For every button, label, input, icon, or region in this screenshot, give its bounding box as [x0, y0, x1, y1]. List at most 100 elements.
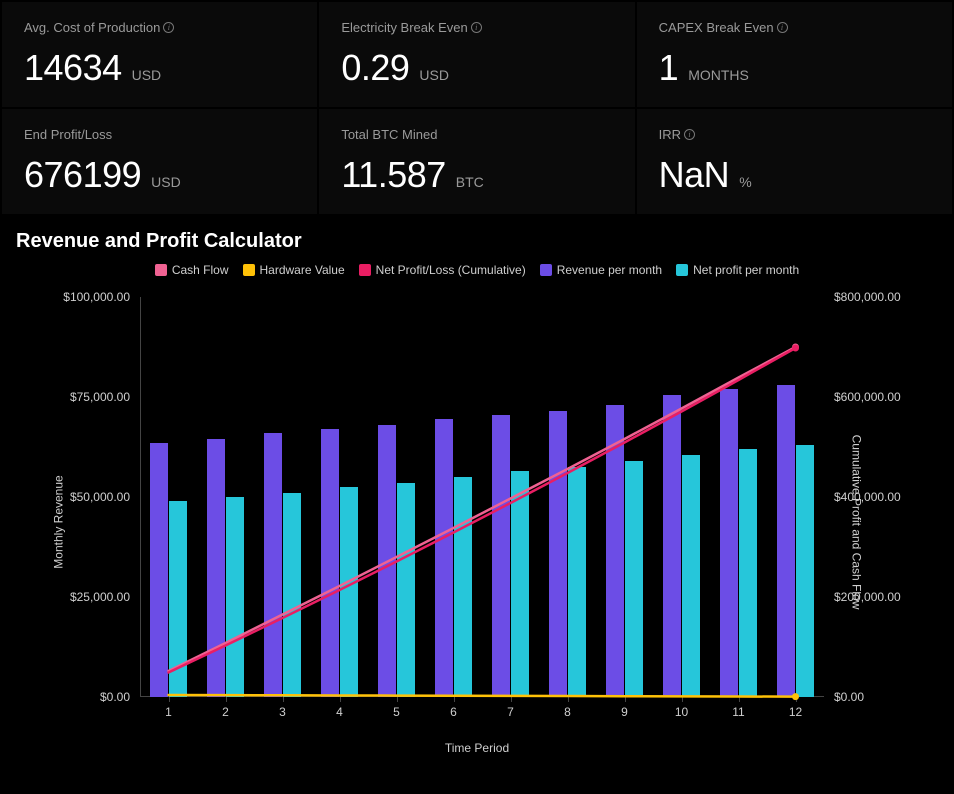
legend-swatch	[243, 264, 255, 276]
metric-value-row: 0.29 USD	[341, 47, 612, 89]
axis-line	[682, 697, 683, 702]
axis-line	[397, 697, 398, 702]
y-left-axis-label: Monthly Revenue	[52, 475, 66, 568]
legend-item[interactable]: Net profit per month	[676, 263, 799, 277]
metric-label: IRRi	[659, 127, 930, 142]
x-tick: 9	[621, 705, 628, 719]
metric-card: CAPEX Break Eveni 1 MONTHS	[637, 2, 952, 107]
metric-label: End Profit/Loss	[24, 127, 295, 142]
legend-label: Revenue per month	[557, 263, 662, 277]
metric-value-row: 11.587 BTC	[341, 154, 612, 196]
metric-label-text: End Profit/Loss	[24, 127, 112, 142]
y-left-tick: $100,000.00	[63, 290, 130, 304]
metric-label-text: IRR	[659, 127, 681, 142]
metric-card: Total BTC Mined 11.587 BTC	[319, 109, 634, 214]
info-icon[interactable]: i	[471, 22, 482, 33]
info-icon[interactable]: i	[163, 22, 174, 33]
chart-section: Revenue and Profit Calculator Cash Flow H…	[0, 216, 954, 767]
metric-value-row: 676199 USD	[24, 154, 295, 196]
y-left-tick: $75,000.00	[70, 390, 130, 404]
legend-swatch	[676, 264, 688, 276]
x-tick: 6	[450, 705, 457, 719]
metric-card: Electricity Break Even i 0.29 USD	[319, 2, 634, 107]
line-end-hardware	[792, 693, 799, 700]
metric-label-text: CAPEX Break Even	[659, 20, 774, 35]
chart-title: Revenue and Profit Calculator	[10, 230, 944, 263]
x-tick: 8	[564, 705, 571, 719]
metric-unit: USD	[132, 67, 162, 83]
y-right-tick: $600,000.00	[834, 390, 901, 404]
x-tick: 7	[507, 705, 514, 719]
y-right-tick: $800,000.00	[834, 290, 901, 304]
metric-value: 14634	[24, 47, 122, 89]
legend-item[interactable]: Cash Flow	[155, 263, 229, 277]
x-tick: 5	[393, 705, 400, 719]
legend-label: Net profit per month	[693, 263, 799, 277]
metric-label-text: Total BTC Mined	[341, 127, 437, 142]
legend-label: Cash Flow	[172, 263, 229, 277]
line-hardware	[169, 695, 796, 697]
x-tick: 3	[279, 705, 286, 719]
axis-line	[340, 697, 341, 702]
legend-swatch	[155, 264, 167, 276]
y-left-tick: $25,000.00	[70, 590, 130, 604]
y-left-tick: $50,000.00	[70, 490, 130, 504]
metric-card: Avg. Cost of Productioni 14634 USD	[2, 2, 317, 107]
metric-value: 676199	[24, 154, 141, 196]
legend-item[interactable]: Hardware Value	[243, 263, 345, 277]
metrics-grid: Avg. Cost of Productioni14634USDElectric…	[0, 0, 954, 216]
line-overlay	[140, 297, 824, 697]
metric-label: CAPEX Break Eveni	[659, 20, 930, 35]
axis-line	[283, 697, 284, 702]
axis-line	[454, 697, 455, 702]
legend-swatch	[359, 264, 371, 276]
x-tick: 4	[336, 705, 343, 719]
metric-value-row: NaN%	[659, 154, 930, 196]
info-icon[interactable]: i	[684, 129, 695, 140]
axis-line	[625, 697, 626, 702]
x-tick: 10	[675, 705, 688, 719]
x-axis-label: Time Period	[445, 741, 509, 755]
metric-value: 11.587	[341, 154, 445, 196]
metric-label: Total BTC Mined	[341, 127, 612, 142]
metric-unit: USD	[151, 174, 181, 190]
x-tick: 11	[732, 705, 744, 719]
metric-unit: MONTHS	[688, 67, 749, 83]
legend-item[interactable]: Net Profit/Loss (Cumulative)	[359, 263, 526, 277]
metric-label: Avg. Cost of Productioni	[24, 20, 295, 35]
line-cashflow	[169, 347, 796, 671]
plot-area: $0.00$25,000.00$50,000.00$75,000.00$100,…	[140, 297, 824, 697]
metric-value-row: 14634 USD	[24, 47, 295, 89]
axis-line	[511, 697, 512, 702]
metric-unit: BTC	[456, 174, 484, 190]
y-right-tick: $200,000.00	[834, 590, 901, 604]
legend-swatch	[540, 264, 552, 276]
y-right-axis-label: Cumulative Profit and Cash Flow	[850, 435, 864, 610]
line-end-cumulative	[792, 345, 799, 352]
metric-label-text: Electricity Break Even	[341, 20, 467, 35]
metric-card: IRRi NaN%	[637, 109, 952, 214]
info-icon[interactable]: i	[777, 22, 788, 33]
metric-unit: USD	[419, 67, 449, 83]
chart-legend: Cash Flow Hardware Value Net Profit/Loss (…	[10, 263, 944, 277]
x-tick: 2	[222, 705, 229, 719]
axis-line	[568, 697, 569, 702]
axis-line	[169, 697, 170, 702]
legend-item[interactable]: Revenue per month	[540, 263, 662, 277]
x-tick: 12	[789, 705, 802, 719]
metric-value-row: 1 MONTHS	[659, 47, 930, 89]
metric-value: 1	[659, 47, 679, 89]
axis-line	[226, 697, 227, 702]
y-left-tick: $0.00	[100, 690, 130, 704]
metric-unit: %	[739, 174, 751, 190]
metric-label: Electricity Break Even i	[341, 20, 612, 35]
metric-value: 0.29	[341, 47, 409, 89]
y-right-tick: $400,000.00	[834, 490, 901, 504]
metric-label-text: Avg. Cost of Production	[24, 20, 160, 35]
metric-value: NaN	[659, 154, 730, 196]
y-right-tick: $0.00	[834, 690, 864, 704]
x-tick: 1	[165, 705, 172, 719]
legend-label: Hardware Value	[260, 263, 345, 277]
legend-label: Net Profit/Loss (Cumulative)	[376, 263, 526, 277]
metric-card: End Profit/Loss 676199 USD	[2, 109, 317, 214]
